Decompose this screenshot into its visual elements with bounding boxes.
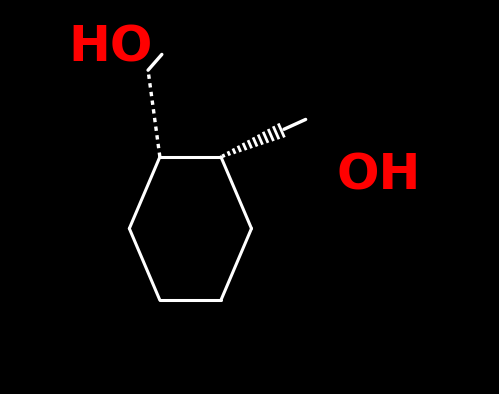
- Text: OH: OH: [336, 151, 421, 199]
- Text: HO: HO: [68, 23, 153, 71]
